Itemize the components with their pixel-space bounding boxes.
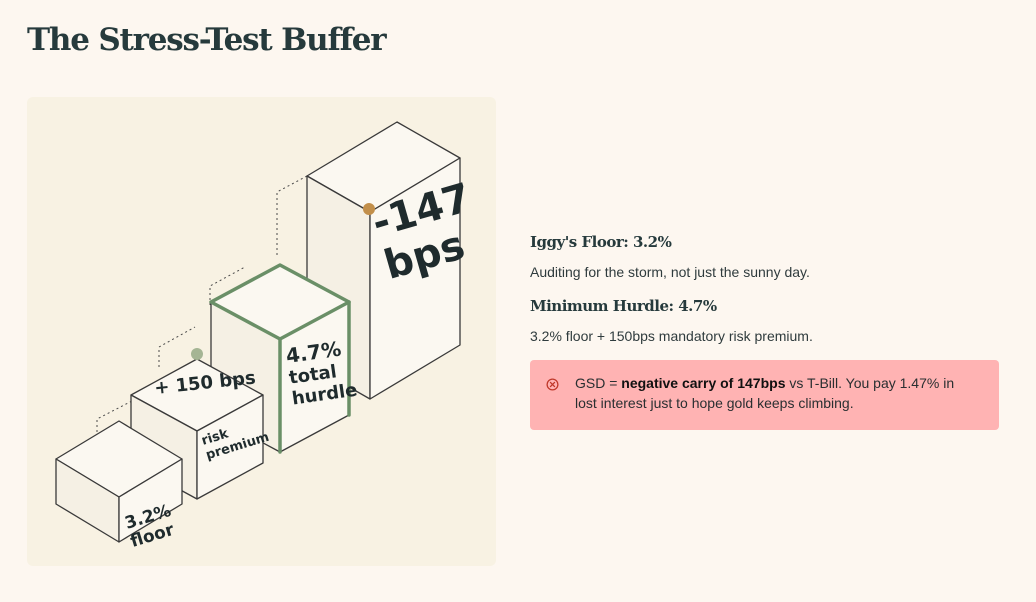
marker-dot-gold xyxy=(363,203,375,215)
marker-dot-green xyxy=(191,348,203,360)
connector-line-4 xyxy=(276,175,308,255)
connector-line-1 xyxy=(96,400,133,437)
hurdle-heading: Minimum Hurdle: 4.7% xyxy=(530,297,717,315)
info-panel: Iggy's Floor: 3.2% Auditing for the stor… xyxy=(530,230,1000,358)
box-floor xyxy=(55,420,183,543)
hurdle-highlight xyxy=(209,263,351,454)
alert-emphasis: negative carry of 147bps xyxy=(621,375,786,391)
connector-line-2 xyxy=(158,326,196,367)
x-circle-icon xyxy=(546,378,559,391)
page-title: The Stress-Test Buffer xyxy=(27,22,387,58)
alert-prefix: GSD = xyxy=(575,375,622,391)
connector-line-3 xyxy=(209,266,246,305)
svg-text:-147 bps: -147 bps xyxy=(367,171,496,289)
floor-description: Auditing for the storm, not just the sun… xyxy=(530,264,810,280)
isometric-boxes-illustration: + 150 bps 3.2% floor risk premium 4.7% t… xyxy=(55,121,496,552)
hurdle-description: 3.2% floor + 150bps mandatory risk premi… xyxy=(530,328,813,344)
stress-test-diagram: + 150 bps 3.2% floor risk premium 4.7% t… xyxy=(27,97,496,566)
negative-carry-alert: GSD = negative carry of 147bps vs T-Bill… xyxy=(530,360,999,430)
floor-heading: Iggy's Floor: 3.2% xyxy=(530,233,672,251)
alert-suffix: vs T-Bill. You pay 1.47% in lost interes… xyxy=(575,375,955,411)
